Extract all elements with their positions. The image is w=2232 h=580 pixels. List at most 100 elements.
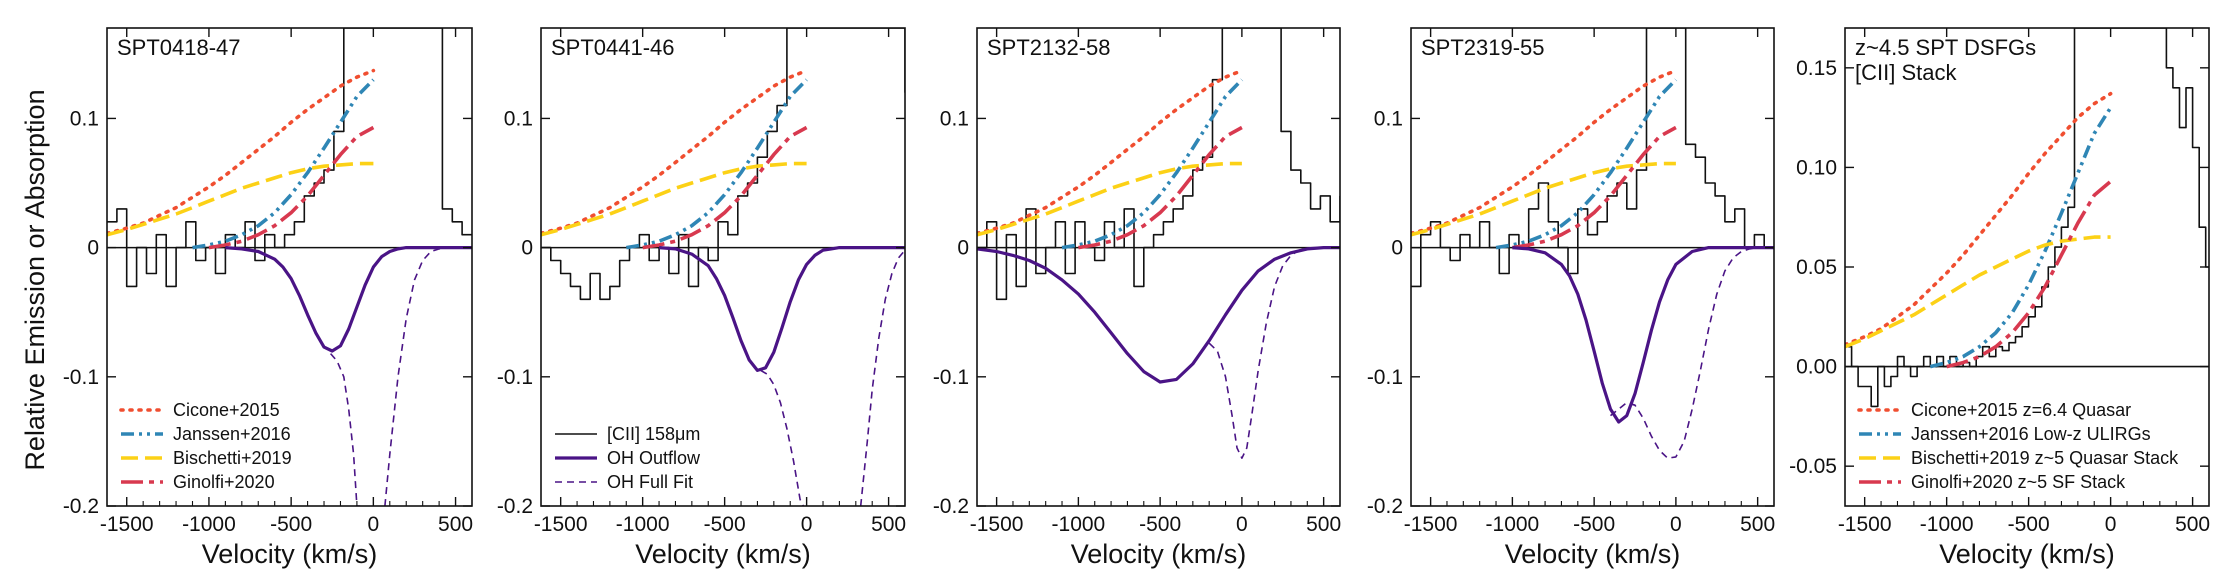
series-cicone: [541, 68, 809, 236]
legend-label: Ginolfi+2020 z~5 SF Stack: [1911, 472, 2126, 492]
y-tick-label: -0.2: [63, 495, 99, 518]
x-tick-label: 500: [438, 513, 473, 536]
series-ohfull: [384, 246, 448, 506]
x-tick-label: -1500: [1404, 513, 1458, 536]
y-tick-label: 0.1: [70, 107, 99, 130]
legend-label: Bischetti+2019: [173, 448, 292, 468]
series-cii: [1411, 28, 1774, 288]
figure-y-axis-label: Relative Emission or Absorption: [20, 89, 50, 470]
series-ginolfi: [208, 125, 375, 250]
axes-frame: [976, 27, 1341, 507]
series-ginolfi: [642, 125, 808, 250]
y-tick-label: -0.1: [63, 366, 99, 389]
y-tick-label: -0.1: [497, 366, 533, 389]
y-tick-label: 0.15: [1796, 57, 1837, 80]
x-tick-label: 500: [871, 513, 906, 536]
x-tick-label: -1000: [1052, 513, 1106, 536]
series-bischetti: [977, 161, 1242, 237]
x-axis-label: Velocity (km/s): [202, 539, 378, 569]
x-tick-label: -1000: [182, 513, 236, 536]
series-ohoutflow: [225, 246, 472, 353]
series-janssen: [1495, 78, 1678, 250]
y-tick-label: 0.1: [504, 107, 533, 130]
axes-frame: [1410, 27, 1775, 507]
x-axis-label: Velocity (km/s): [1071, 539, 1247, 569]
y-tick-label: 0: [87, 237, 99, 260]
x-tick-label: -1000: [1486, 513, 1540, 536]
legend-label: OH Outflow: [607, 448, 701, 468]
series-janssen: [626, 78, 808, 250]
y-tick-label: -0.05: [1789, 455, 1837, 478]
legend-label: Janssen+2016: [173, 424, 291, 444]
y-tick-label: 0.00: [1796, 356, 1837, 379]
y-tick-label: 0.10: [1796, 156, 1837, 179]
series-cicone: [1845, 91, 2113, 347]
plot-area: [541, 28, 905, 506]
series-bischetti: [1411, 161, 1676, 237]
y-tick-label: -0.2: [497, 495, 533, 518]
x-tick-label: -1500: [1838, 513, 1892, 536]
series-ginolfi: [1946, 180, 2112, 369]
panel-title: SPT0441-46: [551, 35, 675, 60]
x-tick-label: 0: [2105, 513, 2117, 536]
series-ohfull: [1610, 246, 1774, 460]
y-tick-label: 0: [521, 237, 533, 260]
y-tick-label: -0.1: [1367, 366, 1403, 389]
series-cii: [977, 28, 1340, 301]
plot-area: [1411, 28, 1774, 460]
panel-3: -1500 -1000 -500 0 500 -0.2 -0.1 0 0.1 Velocity (…: [933, 27, 1341, 569]
x-axis-label: Velocity (km/s): [1505, 539, 1681, 569]
x-axis-label: Velocity (km/s): [1939, 539, 2115, 569]
plot-area: [107, 28, 472, 506]
panel-title: SPT2132-58: [987, 35, 1111, 60]
x-tick-label: -1000: [616, 513, 670, 536]
y-tick-label: 0.1: [940, 107, 969, 130]
x-tick-label: 500: [1306, 513, 1341, 536]
legend-label: [CII] 158μm: [607, 424, 700, 444]
x-tick-label: 500: [2175, 513, 2210, 536]
series-cii: [107, 28, 472, 288]
y-tick-label: 0.05: [1796, 256, 1837, 279]
x-tick-label: 0: [801, 513, 813, 536]
series-cicone: [977, 68, 1244, 236]
x-tick-label: -500: [1139, 513, 1181, 536]
x-tick-label: -1500: [970, 513, 1024, 536]
series-ohfull: [1208, 246, 1340, 460]
x-tick-label: 0: [1236, 513, 1248, 536]
y-tick-label: -0.2: [1367, 495, 1403, 518]
x-tick-label: -1000: [1920, 513, 1974, 536]
legend-label: Janssen+2016 Low-z ULIRGs: [1911, 424, 2151, 444]
series-ohfull: [760, 369, 805, 506]
x-axis-label: Velocity (km/s): [635, 539, 811, 569]
series-ginolfi: [1512, 125, 1677, 250]
x-tick-label: 0: [1670, 513, 1682, 536]
series-ohfull: [859, 249, 905, 506]
legend-label: OH Full Fit: [607, 472, 693, 492]
legend-label: Ginolfi+2020: [173, 472, 275, 492]
legend-label: Bischetti+2019 z~5 Quasar Stack: [1911, 448, 2179, 468]
series-ohoutflow: [658, 246, 905, 372]
panel-2: -1500 -1000 -500 0 500 -0.2 -0.1 0 0.1 Velocity (…: [497, 27, 906, 569]
series-cicone: [1411, 68, 1678, 236]
series-janssen: [1061, 78, 1244, 250]
series-bischetti: [1845, 235, 2111, 349]
x-tick-label: -500: [2008, 513, 2050, 536]
axes-frame: [106, 27, 473, 507]
panel-title: z~4.5 SPT DSFGs: [1855, 35, 2036, 60]
legend-label: Cicone+2015 z=6.4 Quasar: [1911, 400, 2131, 420]
x-tick-label: 500: [1740, 513, 1775, 536]
series-cii: [541, 28, 905, 301]
y-tick-label: -0.2: [933, 495, 969, 518]
series-cicone: [107, 68, 376, 236]
series-janssen: [192, 78, 375, 250]
series-ginolfi: [1078, 125, 1243, 250]
x-tick-label: 0: [368, 513, 380, 536]
series-bischetti: [107, 161, 374, 237]
y-tick-label: 0.1: [1374, 107, 1403, 130]
panel-title: SPT0418-47: [117, 35, 241, 60]
x-tick-label: -1500: [100, 513, 154, 536]
panel-1: -1500 -1000 -500 0 500 -0.2 -0.1 0 0.1 Velocity (…: [63, 27, 473, 569]
series-bischetti: [541, 161, 807, 237]
series-cii: [1845, 28, 2209, 408]
